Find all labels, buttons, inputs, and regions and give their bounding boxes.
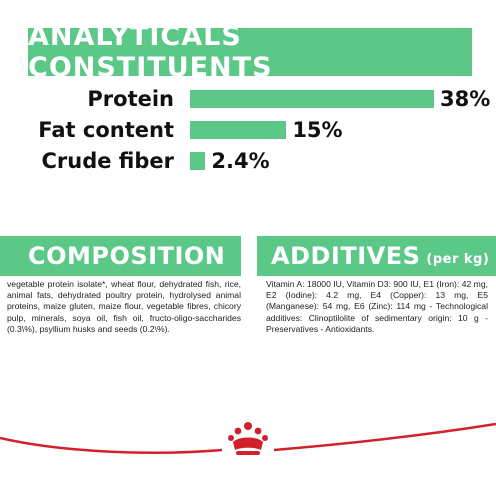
swoosh-right [273, 422, 496, 452]
brand-swoosh [0, 422, 496, 454]
crude-fiber-value: 2.4% [211, 149, 270, 173]
analyticals-title: ANALYTICALS CONSTITUENTS [28, 21, 273, 83]
crude-fiber-label: Crude fiber [41, 149, 174, 173]
composition-title: COMPOSITION [28, 242, 226, 270]
swoosh-left [0, 436, 223, 454]
fat-content-bar [190, 121, 287, 139]
fat-content-label: Fat content [38, 118, 174, 142]
additives-banner: ADDITIVES (per kg) [257, 236, 496, 276]
protein-value: 38% [440, 87, 491, 111]
additives-unit: (per kg) [426, 252, 490, 267]
additives-text: Vitamin A: 18000 IU, Vitamin D3: 900 IU,… [266, 279, 488, 334]
protein-label: Protein [87, 87, 174, 111]
protein-bar [190, 90, 434, 108]
composition-banner: COMPOSITION [0, 236, 241, 276]
composition-text: vegetable protein isolate*, wheat flour,… [7, 279, 241, 334]
fat-content-value: 15% [292, 118, 343, 142]
analyticals-banner: ANALYTICALS CONSTITUENTS [28, 21, 472, 83]
crude-fiber-bar [190, 152, 206, 170]
royal-canin-crown-logo-icon [228, 422, 268, 455]
additives-title: ADDITIVES [271, 242, 421, 270]
